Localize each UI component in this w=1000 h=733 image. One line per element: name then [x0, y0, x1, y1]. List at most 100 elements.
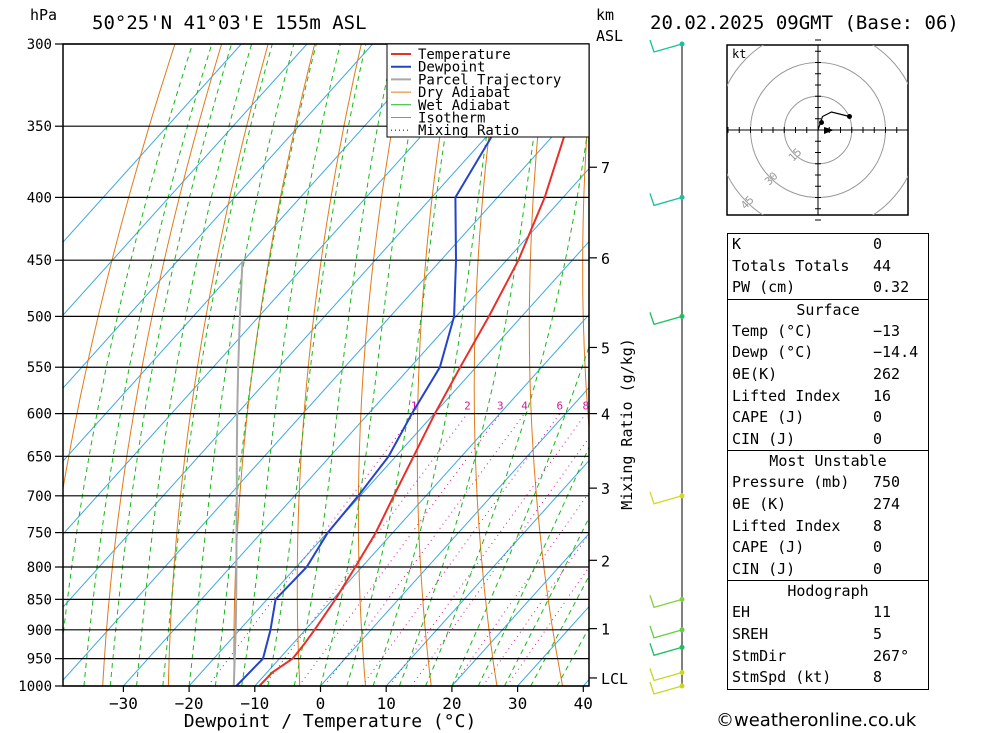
isotherm-line: [63, 44, 571, 608]
hodograph-kt-label: kt: [732, 47, 746, 61]
temp-tick-label: −20: [175, 694, 204, 713]
hodograph-start-dot: [819, 120, 824, 125]
pressure-tick-label: 850: [27, 592, 52, 608]
mu-cin-label: CIN (J): [732, 559, 796, 578]
wet-adiabat-line: [63, 44, 193, 641]
isotherm-line: [63, 94, 589, 681]
legend-entry: Wet Adiabat: [418, 98, 511, 114]
pressure-tick-label: 950: [27, 652, 52, 668]
pressure-tick-label: 600: [27, 407, 52, 423]
location-title: 50°25'N 41°03'E 155m ASL: [92, 12, 367, 34]
mu-row: CIN (J) 0: [728, 559, 928, 581]
mixing-ratio-line: [324, 413, 525, 686]
km-tick-label: LCL: [601, 670, 628, 688]
sreh-value: 5: [873, 624, 883, 643]
credit-footer: ©weatheronline.co.uk: [716, 710, 917, 731]
mu-cape-value: 0: [873, 538, 883, 557]
temp-tick-label: −10: [240, 694, 269, 713]
legend-entry: Temperature: [418, 47, 511, 63]
pressure-tick-label: 700: [27, 489, 52, 505]
temp-tick-label: −30: [109, 694, 138, 713]
eh-label: EH: [732, 603, 751, 622]
legend-entry: Isotherm: [418, 111, 485, 127]
surface-cin-label: CIN (J): [732, 429, 796, 448]
surface-temp-label: Temp (°C): [732, 321, 814, 340]
wet-adiabat-line: [214, 44, 317, 686]
totals-label: Totals Totals: [732, 256, 850, 275]
wet-adiabat-line: [241, 44, 341, 686]
most-unstable-header: Most Unstable: [769, 452, 887, 471]
mixing-ratio-line: [389, 413, 587, 686]
mixing-ratio-label: 2: [464, 400, 471, 413]
plot-frame: [62, 43, 590, 687]
isotherm-line: [63, 44, 242, 243]
surface-row: Dewp (°C) −14.4: [728, 342, 928, 364]
mu-thetae-label: θE (K): [732, 494, 787, 513]
k-index-value: 0: [873, 235, 883, 253]
mixing-ratio-line: [361, 413, 561, 686]
km-tick-label: 1: [601, 621, 610, 639]
hpa-label: hPa: [30, 6, 57, 24]
surface-li-label: Lifted Index: [732, 386, 841, 405]
mu-cape-label: CAPE (J): [732, 538, 805, 557]
dry-adiabat-line: [357, 44, 409, 686]
mu-row: Lifted Index 8: [728, 516, 928, 538]
asl-label: ASL: [596, 27, 623, 45]
wet-adiabat-line: [504, 516, 589, 686]
km-tick-label: 2: [601, 552, 610, 570]
km-tick-label: 7: [601, 159, 610, 177]
hodograph-header: Hodograph: [787, 582, 869, 601]
surface-temp-value: −13: [873, 321, 901, 340]
dry-adiabat-line: [967, 44, 1000, 686]
wet-adiabat-line: [372, 44, 501, 686]
isotherm-line: [63, 44, 374, 389]
hodograph-section: Hodograph EH 11 SREH 5 StmDir 267° StmSpd (…: [728, 580, 928, 688]
mu-li-label: Lifted Index: [732, 516, 841, 535]
wind-barb: [649, 312, 683, 326]
pw-value: 0.32: [873, 278, 910, 297]
pressure-tick-label: 450: [27, 253, 52, 269]
isotherm-line: [320, 386, 589, 686]
wind-barb: [649, 643, 683, 657]
x-axis-label: Dewpoint / Temperature (°C): [184, 711, 477, 732]
wind-barb: [649, 39, 683, 53]
dry-adiabat-line: [416, 44, 455, 686]
totals-value: 44: [873, 256, 892, 275]
km-tick-label: 5: [601, 339, 610, 357]
mixing-ratio-line: [411, 437, 589, 686]
wet-adiabat-line: [188, 44, 295, 686]
isotherm-line: [254, 313, 589, 686]
hodo-row: SREH 5: [728, 624, 928, 646]
wind-barb: [649, 193, 683, 207]
legend-entry: Dewpoint: [418, 60, 485, 76]
wet-adiabat-line: [293, 44, 395, 686]
pressure-tick-label: 900: [27, 623, 52, 639]
hodo-row: EH 11: [728, 602, 928, 624]
dry-adiabat-line: [528, 44, 564, 686]
storm-motion-arrow: [824, 127, 834, 134]
pressure-tick-label: 500: [27, 309, 52, 325]
wet-adiabat-line: [267, 44, 367, 686]
dry-adiabat-line: [634, 44, 694, 686]
stmspd-value: 8: [873, 668, 883, 687]
mixing-ratio-line: [263, 413, 468, 686]
wet-adiabat-line: [477, 445, 589, 686]
mixing-ratio-line: [207, 413, 415, 686]
surface-thetae-label: θE(K): [732, 364, 778, 383]
mixing-ratio-label: 1: [411, 400, 418, 413]
pressure-tick-label: 350: [27, 119, 52, 135]
wind-barb: [649, 625, 683, 639]
pw-row: PW (cm) 0.32: [728, 277, 928, 299]
wind-barb: [649, 491, 683, 505]
sreh-label: SREH: [732, 624, 769, 643]
wet-adiabat-line: [530, 575, 589, 686]
totals-row: Totals Totals 44: [728, 256, 928, 278]
mu-thetae-value: 274: [873, 494, 901, 513]
eh-value: 11: [873, 603, 892, 622]
date-title: 20.02.2025 09GMT (Base: 06): [650, 12, 959, 34]
isotherm-line: [63, 44, 505, 535]
